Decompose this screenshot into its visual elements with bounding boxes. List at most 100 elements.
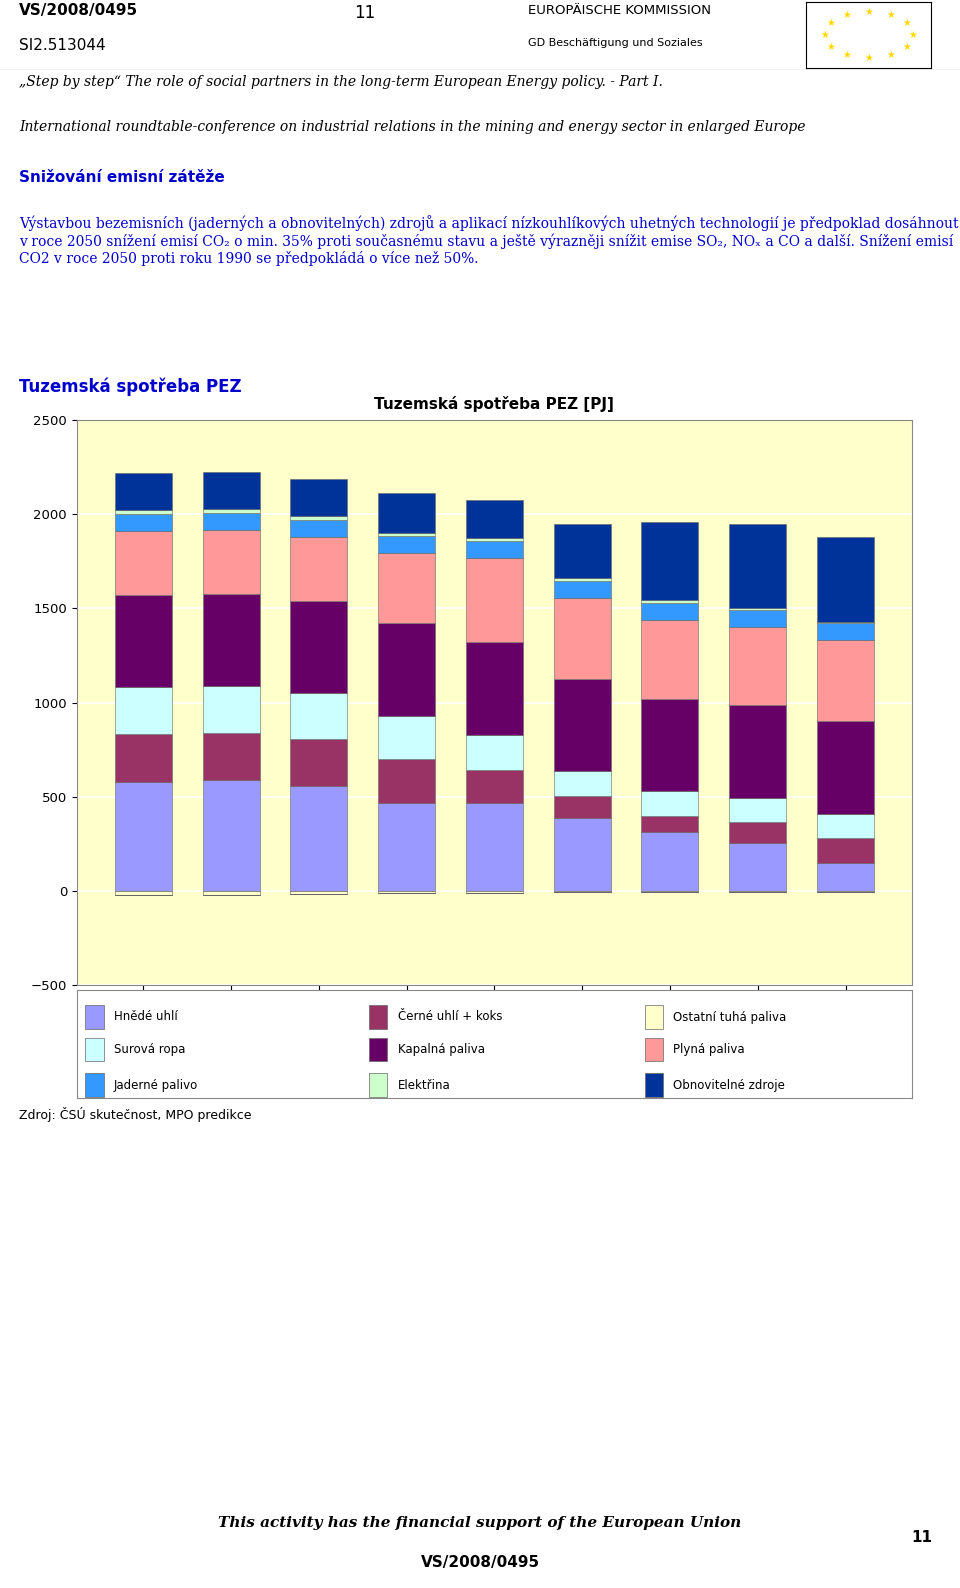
Bar bbox=[115, 891, 172, 894]
Bar bbox=[203, 686, 259, 732]
Text: Surová ropa: Surová ropa bbox=[113, 1043, 185, 1056]
Text: ★: ★ bbox=[902, 19, 911, 29]
Bar bbox=[378, 534, 435, 535]
Bar bbox=[290, 516, 348, 519]
Text: Zdroj: ČSÚ skutečnost, MPO predikce: Zdroj: ČSÚ skutečnost, MPO predikce bbox=[19, 1107, 252, 1123]
Bar bbox=[641, 832, 699, 891]
Bar bbox=[85, 1005, 104, 1029]
Text: 11: 11 bbox=[911, 1531, 932, 1545]
Bar bbox=[817, 838, 874, 862]
Text: Plyná paliva: Plyná paliva bbox=[673, 1043, 745, 1056]
Bar bbox=[641, 603, 699, 619]
Bar bbox=[369, 1037, 388, 1061]
Bar bbox=[369, 1005, 388, 1029]
Text: ★: ★ bbox=[908, 30, 917, 40]
Bar bbox=[203, 594, 259, 686]
Bar bbox=[203, 530, 259, 594]
Bar bbox=[290, 480, 348, 516]
Bar bbox=[730, 627, 786, 705]
Bar bbox=[645, 1005, 663, 1029]
Bar bbox=[115, 596, 172, 688]
Text: ★: ★ bbox=[864, 52, 874, 64]
Text: Jaderné palivo: Jaderné palivo bbox=[113, 1078, 198, 1091]
Bar bbox=[554, 581, 611, 599]
Text: Hnědé uhlí: Hnědé uhlí bbox=[113, 1010, 178, 1024]
Bar bbox=[641, 791, 699, 816]
Text: Snižování emisní zátěže: Snižování emisní zátěže bbox=[19, 170, 225, 184]
Bar bbox=[554, 599, 611, 680]
Bar bbox=[730, 843, 786, 891]
Bar bbox=[730, 524, 786, 608]
Bar bbox=[290, 519, 348, 537]
Bar bbox=[290, 891, 348, 894]
Bar bbox=[378, 891, 435, 892]
Bar bbox=[645, 1073, 663, 1097]
Bar bbox=[730, 797, 786, 823]
Bar bbox=[466, 735, 523, 770]
Bar bbox=[115, 473, 172, 510]
Bar bbox=[554, 524, 611, 578]
Bar bbox=[817, 624, 874, 640]
Bar bbox=[466, 542, 523, 559]
Text: ★: ★ bbox=[843, 10, 852, 21]
Text: ★: ★ bbox=[827, 19, 835, 29]
Bar bbox=[554, 772, 611, 796]
Text: ★: ★ bbox=[902, 41, 911, 51]
Bar bbox=[645, 1037, 663, 1061]
Text: 11: 11 bbox=[354, 3, 375, 22]
Bar bbox=[641, 699, 699, 791]
Text: ★: ★ bbox=[843, 49, 852, 60]
Bar bbox=[115, 530, 172, 596]
Bar bbox=[378, 492, 435, 534]
Bar bbox=[369, 1073, 388, 1097]
Text: GD Beschäftigung und Soziales: GD Beschäftigung und Soziales bbox=[528, 38, 703, 49]
Text: ★: ★ bbox=[827, 41, 835, 51]
Bar bbox=[378, 804, 435, 891]
Text: VS/2008/0495: VS/2008/0495 bbox=[19, 3, 138, 19]
Bar bbox=[466, 500, 523, 538]
Bar bbox=[290, 786, 348, 891]
Bar bbox=[378, 716, 435, 759]
Bar bbox=[466, 538, 523, 542]
Text: SI2.513044: SI2.513044 bbox=[19, 38, 106, 54]
Text: Černé uhlí + koks: Černé uhlí + koks bbox=[397, 1010, 502, 1024]
Bar bbox=[85, 1073, 104, 1097]
Bar bbox=[817, 813, 874, 838]
Text: ★: ★ bbox=[886, 10, 895, 21]
Bar bbox=[466, 559, 523, 642]
Text: Tuzemská spotřeba PEZ: Tuzemská spotřeba PEZ bbox=[19, 378, 242, 397]
Bar bbox=[641, 816, 699, 832]
Bar bbox=[466, 804, 523, 891]
Bar bbox=[115, 781, 172, 891]
Text: Kapalná paliva: Kapalná paliva bbox=[397, 1043, 485, 1056]
Text: VS/2008/0495: VS/2008/0495 bbox=[420, 1556, 540, 1571]
Bar bbox=[466, 642, 523, 735]
Text: ★: ★ bbox=[886, 49, 895, 60]
Bar bbox=[817, 862, 874, 891]
Bar bbox=[378, 553, 435, 624]
Text: This activity has the financial support of the European Union: This activity has the financial support … bbox=[218, 1517, 742, 1529]
Bar bbox=[817, 621, 874, 624]
Bar bbox=[203, 732, 259, 780]
Bar bbox=[115, 688, 172, 734]
Bar bbox=[730, 823, 786, 843]
Text: Výstavbou bezemisních (jaderných a obnovitelných) zdrojů a aplikací nízkouhlíkov: Výstavbou bezemisních (jaderných a obnov… bbox=[19, 214, 959, 267]
Text: Obnovitelné zdroje: Obnovitelné zdroje bbox=[673, 1078, 785, 1091]
Text: EUROPÄISCHE KOMMISSION: EUROPÄISCHE KOMMISSION bbox=[528, 3, 711, 16]
Bar bbox=[203, 513, 259, 530]
Bar bbox=[817, 640, 874, 721]
Bar bbox=[85, 1037, 104, 1061]
Bar bbox=[817, 537, 874, 621]
Bar bbox=[554, 578, 611, 581]
Bar bbox=[730, 610, 786, 627]
Bar bbox=[554, 796, 611, 818]
Bar bbox=[466, 770, 523, 804]
Text: ★: ★ bbox=[821, 30, 829, 40]
Bar bbox=[115, 510, 172, 515]
Bar bbox=[730, 608, 786, 610]
Bar bbox=[290, 537, 348, 600]
Bar bbox=[730, 705, 786, 797]
Bar bbox=[203, 472, 259, 510]
Text: „Step by step“ The role of social partners in the long-term European Energy poli: „Step by step“ The role of social partne… bbox=[19, 75, 663, 89]
Bar bbox=[290, 692, 348, 740]
